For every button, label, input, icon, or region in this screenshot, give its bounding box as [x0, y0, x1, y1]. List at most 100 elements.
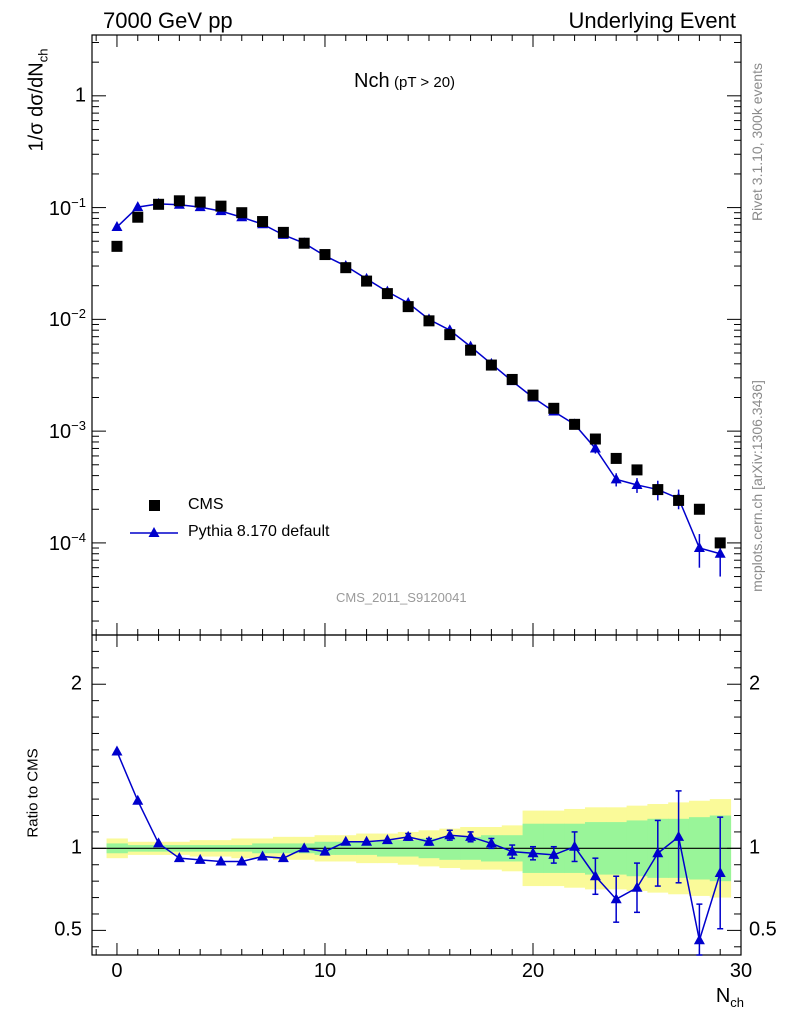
ratio-point — [423, 835, 435, 846]
ratio-point — [381, 834, 393, 845]
main-y-axis-title-sub: ch — [35, 48, 51, 63]
x-tick-label: 0 — [111, 960, 123, 982]
ratio-point — [236, 855, 248, 866]
ratio-point — [527, 847, 539, 858]
y-tick-label-exponent: −2 — [71, 306, 86, 322]
ratio-point — [111, 745, 123, 756]
y-tick-label: 10−1 — [48, 194, 86, 220]
header-left: 7000 GeV pp — [103, 8, 233, 33]
ratio-point — [340, 835, 352, 846]
ratio-y-axis-title: Ratio to CMS — [24, 748, 42, 838]
ratio-point — [610, 893, 622, 904]
data-point — [423, 315, 435, 327]
rivet-version-text: Rivet 3.1.10, 300k events — [749, 63, 765, 221]
ratio-y-tick-label: 0.5 — [54, 918, 82, 941]
legend-markers — [130, 500, 178, 537]
mc-point — [631, 478, 643, 489]
main-y-axis-title-text: 1/σ dσ/dN — [25, 62, 48, 152]
ratio-plot-frame — [91, 634, 742, 956]
ratio-y-tick-label: 2 — [70, 672, 82, 695]
y-tick-label-exponent: −4 — [71, 530, 86, 546]
data-point — [548, 402, 560, 414]
ratio-point — [277, 852, 289, 863]
data-point — [714, 537, 726, 549]
plot-title-main: Nch — [354, 70, 390, 92]
legend-mc-label: Pythia 8.170 default — [188, 523, 330, 540]
ratio-point — [361, 835, 373, 846]
data-series-main — [111, 195, 726, 549]
analysis-watermark: CMS_2011_S9120041 — [336, 590, 467, 605]
ratio-point — [319, 845, 331, 856]
mc-point — [589, 442, 601, 453]
data-point — [673, 494, 685, 506]
x-axis-title-text: N — [715, 985, 731, 1007]
ratio-point — [631, 881, 643, 892]
header-right: Underlying Event — [568, 8, 736, 33]
x-axis-title: Nch — [716, 985, 744, 1010]
ratio-line — [116, 751, 721, 941]
ratio-point — [257, 850, 269, 861]
legend-data-marker — [149, 500, 160, 511]
ratio-point — [402, 830, 414, 841]
data-point — [444, 329, 456, 341]
mc-series-main — [111, 197, 726, 577]
data-point — [402, 301, 414, 313]
plot-title-sub: (pT > 20) — [394, 74, 456, 91]
ratio-point — [652, 847, 664, 858]
data-point — [693, 503, 705, 515]
y-tick-label-exponent: −1 — [71, 194, 86, 210]
ratio-point — [298, 842, 310, 853]
data-point — [485, 359, 497, 371]
ratio-y-tick-label-right: 1 — [749, 836, 761, 859]
data-point — [111, 240, 123, 252]
main-y-axis-title: 1/σ dσ/dNch — [26, 49, 51, 152]
y-tick-label: 10−3 — [48, 418, 86, 443]
data-point — [589, 433, 601, 445]
data-point — [381, 288, 393, 300]
mc-point — [610, 473, 622, 484]
data-point — [527, 389, 539, 401]
ratio-point — [132, 794, 144, 805]
data-point — [298, 237, 310, 249]
ratio-point — [465, 830, 477, 841]
ratio-axes-box — [91, 634, 742, 956]
data-point — [319, 249, 331, 261]
ratio-point — [485, 837, 497, 848]
ratio-y-tick-label: 1 — [70, 836, 82, 859]
ratio-point — [194, 853, 206, 864]
mc-series-ratio — [111, 745, 726, 956]
y-tick-label-exponent: −3 — [71, 418, 86, 434]
data-point — [215, 200, 227, 212]
main-plot-frame — [91, 34, 742, 636]
ratio-point — [693, 934, 705, 945]
y-tick-label: 1 — [74, 84, 86, 107]
data-point — [153, 198, 165, 210]
data-point — [652, 484, 664, 496]
ratio-point — [589, 870, 601, 881]
x-tick-label: 30 — [729, 960, 753, 982]
data-point — [340, 262, 352, 274]
data-point — [631, 464, 643, 476]
ratio-point — [153, 837, 165, 848]
main-axes-box — [91, 34, 742, 636]
mcplots-reference-text: mcplots.cern.ch [arXiv:1306.3436] — [749, 380, 765, 592]
ratio-y-tick-label-right: 0.5 — [749, 918, 777, 941]
y-tick-label: 10−4 — [48, 530, 86, 555]
ratio-point — [673, 830, 685, 841]
ratio-point — [444, 829, 456, 840]
plot-title: Nch (pT > 20) — [354, 70, 455, 93]
mc-point — [693, 542, 705, 553]
legend-data-label: CMS — [188, 496, 224, 513]
ratio-point — [548, 848, 560, 859]
y-tick-label: 10−2 — [48, 306, 86, 332]
ratio-point — [506, 845, 518, 856]
mc-point — [111, 221, 123, 232]
data-point — [132, 211, 144, 223]
ratio-point — [714, 866, 726, 877]
data-point — [506, 373, 518, 385]
data-point — [610, 452, 622, 464]
x-tick-label: 20 — [521, 960, 545, 982]
mc-point — [714, 547, 726, 558]
data-point — [361, 275, 373, 287]
